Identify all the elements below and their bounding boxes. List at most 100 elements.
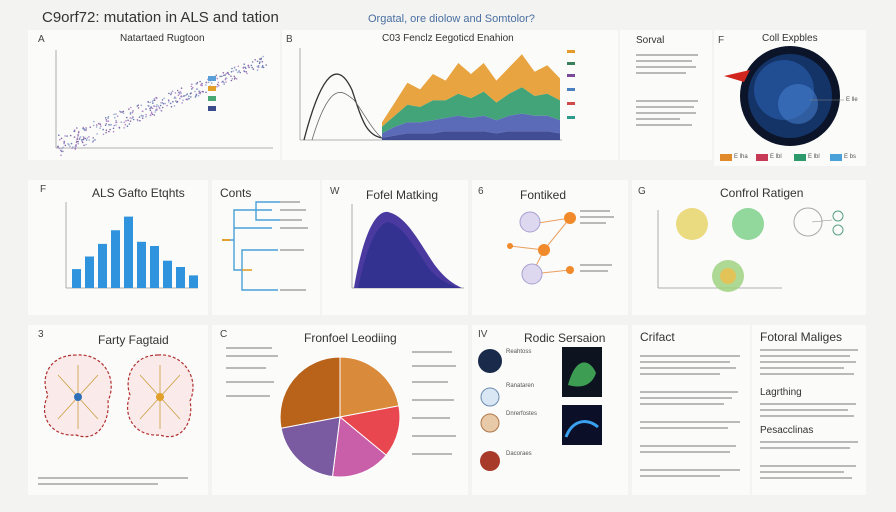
scatter-point xyxy=(84,137,87,140)
scatter-point xyxy=(185,94,187,97)
scatter-point xyxy=(109,128,111,131)
scatter-point xyxy=(132,116,134,118)
scatter-point xyxy=(176,89,179,92)
scatter-point xyxy=(139,119,141,122)
scatter-point xyxy=(256,65,259,68)
scatter-point xyxy=(205,81,207,84)
scatter-point xyxy=(223,74,225,77)
panel-k-letter: C xyxy=(220,329,228,340)
scatter-point xyxy=(183,95,185,97)
area-chart xyxy=(299,48,575,141)
structure-diagram xyxy=(43,354,194,438)
area-series xyxy=(382,54,560,140)
scatter-point xyxy=(205,91,207,94)
bar xyxy=(163,260,172,288)
panel-a: A Natartaed Rugtoon xyxy=(28,30,280,160)
scatter-point xyxy=(155,108,158,110)
pie-slice xyxy=(338,405,401,456)
scatter-point xyxy=(92,124,95,127)
scatter-point xyxy=(98,122,100,125)
scatter-point xyxy=(251,61,254,63)
scatter-point xyxy=(92,137,94,139)
scatter-point xyxy=(129,113,132,115)
list-item: Dnrerfostes xyxy=(506,411,538,417)
scatter-point xyxy=(196,88,198,90)
bar-chart xyxy=(65,202,198,289)
scatter-point xyxy=(252,68,255,70)
scatter-point xyxy=(128,123,131,125)
scatter-point xyxy=(107,117,109,119)
scatter-point xyxy=(63,142,65,145)
scatter-point xyxy=(154,111,156,113)
scatter-point xyxy=(243,70,246,73)
scatter-point xyxy=(105,131,107,134)
panel-h: 6 Fontiked xyxy=(472,180,628,315)
scatter-point xyxy=(104,124,107,126)
cluster-plot xyxy=(657,207,844,292)
density-chart xyxy=(351,204,464,289)
scatter-point xyxy=(150,112,153,115)
scatter-point xyxy=(260,58,262,61)
scatter-point xyxy=(83,136,85,139)
scatter-point xyxy=(162,102,165,105)
scatter-point xyxy=(222,80,224,83)
scatter-point xyxy=(175,100,177,102)
scatter-point xyxy=(157,105,160,108)
scatter-point xyxy=(237,71,239,74)
scatter-point xyxy=(198,90,201,92)
scatter-point xyxy=(78,137,81,139)
scatter-point xyxy=(195,94,197,97)
panel-g-letter: W xyxy=(330,186,340,197)
scatter-point xyxy=(95,126,98,128)
scatter-point xyxy=(257,66,260,69)
scatter-point xyxy=(64,144,67,147)
panel-g-title: Fofel Matking xyxy=(366,188,439,202)
scatter-point xyxy=(239,71,241,74)
scatter-point xyxy=(250,64,253,67)
scatter-point xyxy=(232,70,235,72)
panel-l-letter: IV xyxy=(478,329,488,340)
bar xyxy=(98,243,107,288)
scatter-point xyxy=(58,147,61,150)
scatter-point xyxy=(151,107,154,110)
scatter-point xyxy=(246,72,248,75)
scatter-point xyxy=(178,93,181,95)
scatter-point xyxy=(173,97,176,99)
scatter-point xyxy=(71,147,73,150)
bar xyxy=(150,246,159,288)
scatter-point xyxy=(82,138,84,141)
scatter-point xyxy=(88,139,90,141)
scatter-point xyxy=(228,73,230,76)
bar xyxy=(176,267,185,288)
panel-n-subhead: Lagrthing xyxy=(760,387,802,398)
scatter-point xyxy=(218,85,220,87)
scatter-point xyxy=(201,84,203,87)
scatter-point xyxy=(224,74,226,76)
scatter-point xyxy=(194,96,197,98)
pie-slice xyxy=(339,356,400,418)
scatter-point xyxy=(153,97,156,100)
scatter-point xyxy=(169,102,172,105)
scatter-point xyxy=(102,133,105,136)
scatter-point xyxy=(230,71,233,73)
scatter-point xyxy=(105,119,108,121)
scatter-point xyxy=(83,144,85,147)
scatter-point xyxy=(73,130,75,133)
scatter-point xyxy=(170,105,173,108)
scatter-point xyxy=(174,92,177,94)
pie-slice xyxy=(279,356,341,429)
panel-e-title: ALS Gafto Etqhts xyxy=(92,186,185,200)
micrograph-list xyxy=(478,347,602,471)
panel-g: W Fofel Matking xyxy=(322,180,468,315)
panel-i: G Confrol Ratigen xyxy=(632,180,866,315)
scatter-point xyxy=(89,126,92,128)
scatter-point xyxy=(74,145,76,148)
scatter-point xyxy=(123,127,125,129)
scatter-point xyxy=(225,72,228,75)
scatter-point xyxy=(107,120,110,122)
scatter-point xyxy=(113,124,116,127)
scatter-point xyxy=(138,116,141,118)
scatter-point xyxy=(170,92,173,94)
scatter-point xyxy=(115,121,117,124)
scatter-point xyxy=(136,105,139,107)
